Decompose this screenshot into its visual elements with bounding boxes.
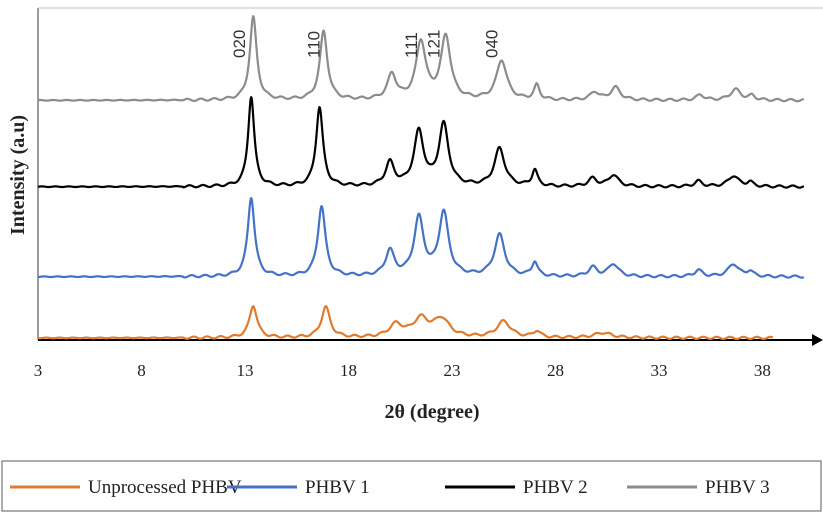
x-tick-label: 28	[547, 361, 564, 380]
legend-label-3: PHBV 2	[523, 477, 588, 498]
y-axis-title: Intensity (a.u)	[7, 115, 29, 235]
series-line-2	[37, 197, 805, 279]
x-tick-labels: 3 8 13 18 23 28 33 38	[34, 361, 771, 380]
x-tick-label: 38	[754, 361, 771, 380]
legend-label-2: PHBV 1	[305, 477, 370, 498]
series-line-3	[37, 96, 805, 189]
peak-label: 020	[230, 30, 249, 58]
legend-label-4: PHBV 3	[705, 477, 770, 498]
series-line-4	[37, 15, 805, 103]
x-axis-arrow-icon	[812, 334, 823, 346]
x-tick-label: 18	[340, 361, 357, 380]
x-tick-label: 13	[236, 361, 253, 380]
x-axis-title: 2θ (degree)	[384, 401, 479, 423]
peak-label: 040	[483, 30, 502, 58]
x-tick-label: 23	[443, 361, 460, 380]
peak-label: 121	[425, 30, 444, 58]
series-line-1	[37, 305, 774, 341]
legend-label-1: Unprocessed PHBV	[88, 477, 242, 498]
x-tick-label: 8	[137, 361, 146, 380]
series-layer	[37, 15, 805, 341]
peak-label: 110	[305, 31, 324, 58]
x-tick-label: 3	[34, 361, 43, 380]
legend: Unprocessed PHBV PHBV 1 PHBV 2 PHBV 3	[1, 460, 822, 512]
peak-label: 111	[402, 32, 421, 58]
x-tick-label: 33	[650, 361, 667, 380]
peak-labels: 020 110 111 121 040	[230, 30, 502, 58]
